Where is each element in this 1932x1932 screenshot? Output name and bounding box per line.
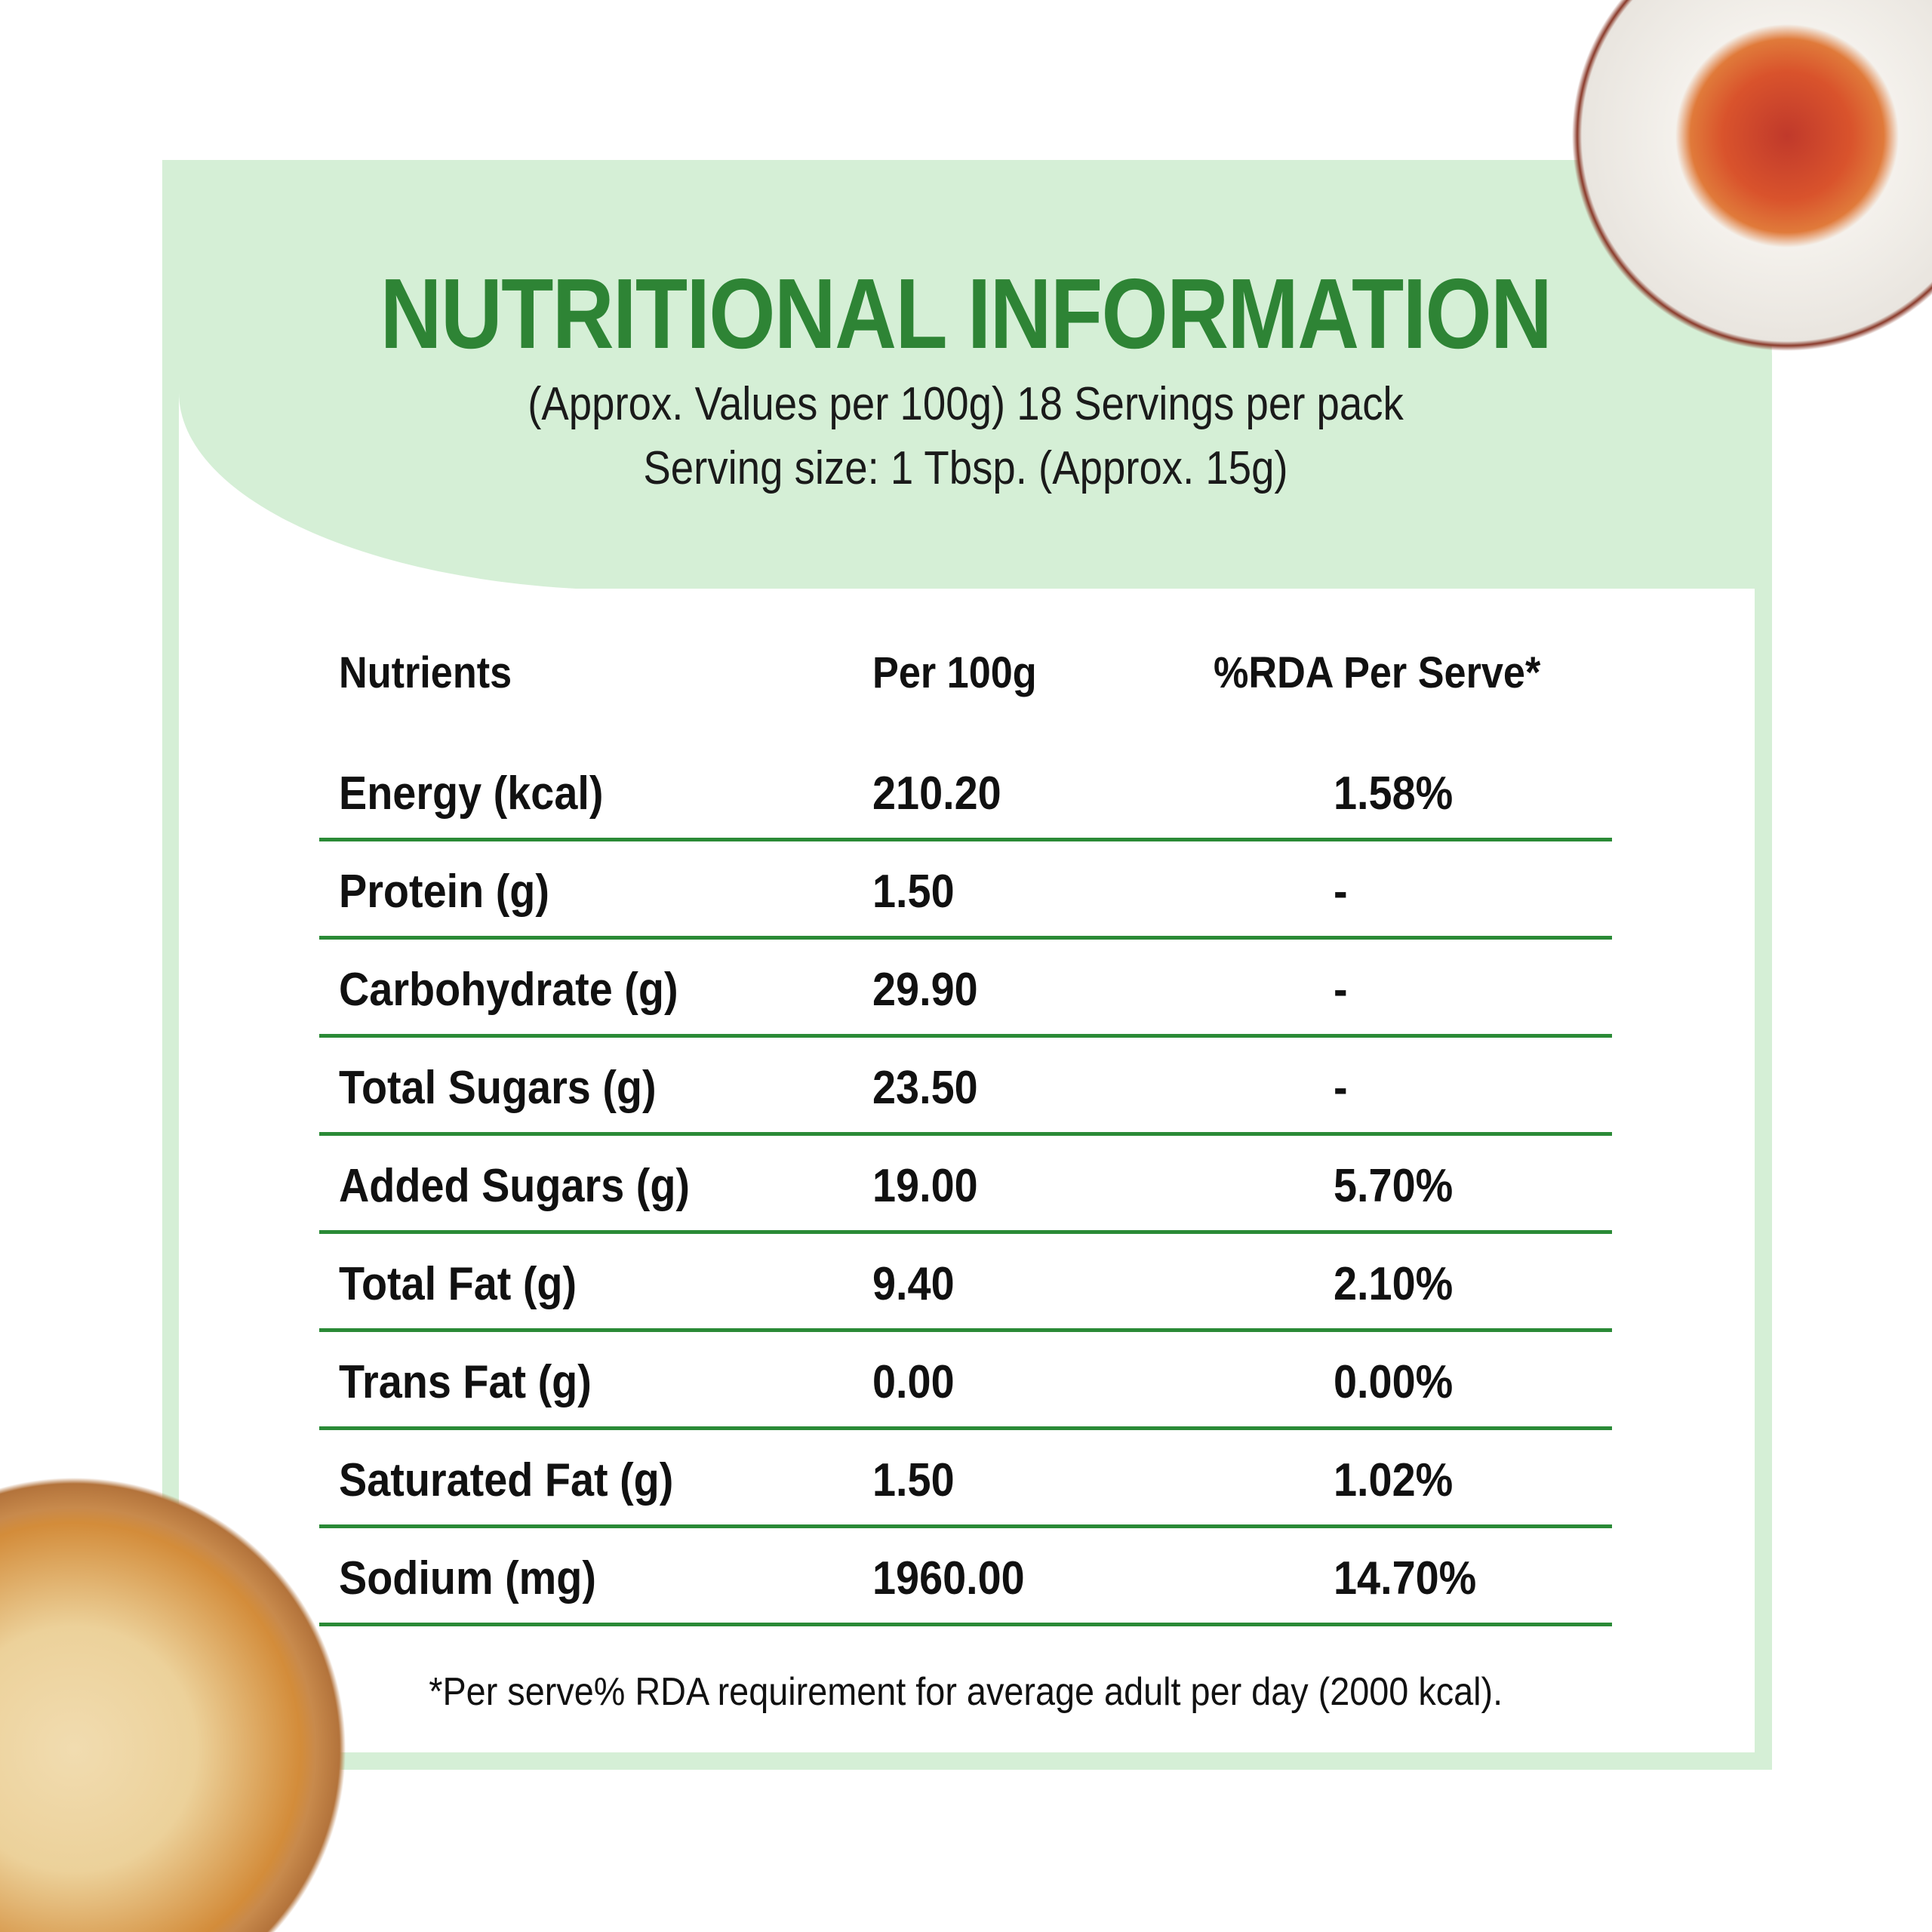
per-100g-value: 9.40 bbox=[872, 1258, 955, 1310]
nutrient-name: Saturated Fat (g) bbox=[339, 1454, 674, 1506]
nutrient-name: Total Sugars (g) bbox=[339, 1062, 657, 1114]
subtitle-serving: Serving size: 1 Tbsp. (Approx. 15g) bbox=[643, 442, 1288, 494]
per-100g-value: 1.50 bbox=[872, 1454, 955, 1506]
pizza-image bbox=[0, 1478, 347, 1932]
page-title: NUTRITIONAL INFORMATION bbox=[380, 258, 1552, 369]
rda-value: 1.58% bbox=[1334, 768, 1454, 820]
per-100g-value: 0.00 bbox=[872, 1356, 955, 1408]
table-row: Saturated Fat (g) 1.50 1.02% bbox=[319, 1426, 1612, 1528]
column-header-per100g: Per 100g bbox=[872, 648, 1037, 697]
per-100g-value: 23.50 bbox=[872, 1062, 978, 1114]
per-100g-value: 19.00 bbox=[872, 1160, 978, 1212]
subtitle-values: (Approx. Values per 100g) 18 Servings pe… bbox=[528, 378, 1404, 430]
column-header-nutrients: Nutrients bbox=[339, 648, 512, 697]
table-row: Carbohydrate (g) 29.90 - bbox=[319, 936, 1612, 1038]
nutrient-name: Carbohydrate (g) bbox=[339, 964, 678, 1016]
nutrient-name: Sodium (mg) bbox=[339, 1552, 596, 1604]
table-row: Total Fat (g) 9.40 2.10% bbox=[319, 1230, 1612, 1332]
rda-value: - bbox=[1334, 1062, 1348, 1114]
per-100g-value: 1960.00 bbox=[872, 1552, 1025, 1604]
per-100g-value: 1.50 bbox=[872, 866, 955, 918]
rda-value: 5.70% bbox=[1334, 1160, 1454, 1212]
rda-value: 1.02% bbox=[1334, 1454, 1454, 1506]
rda-value: 0.00% bbox=[1334, 1356, 1454, 1408]
nutrient-name: Energy (kcal) bbox=[339, 768, 604, 820]
table-row: Added Sugars (g) 19.00 5.70% bbox=[319, 1132, 1612, 1234]
rda-value: - bbox=[1334, 866, 1348, 918]
rda-value: 14.70% bbox=[1334, 1552, 1477, 1604]
rda-value: - bbox=[1334, 964, 1348, 1016]
table-row: Trans Fat (g) 0.00 0.00% bbox=[319, 1328, 1612, 1430]
column-header-rda: %RDA Per Serve* bbox=[1214, 648, 1541, 697]
nutrient-name: Added Sugars (g) bbox=[339, 1160, 691, 1212]
table-row: Total Sugars (g) 23.50 - bbox=[319, 1034, 1612, 1136]
footnote: *Per serve% RDA requirement for average … bbox=[429, 1670, 1503, 1714]
nutrient-name: Protein (g) bbox=[339, 866, 549, 918]
table-row: Protein (g) 1.50 - bbox=[319, 838, 1612, 940]
per-100g-value: 210.20 bbox=[872, 768, 1001, 820]
per-100g-value: 29.90 bbox=[872, 964, 978, 1016]
table-row: Energy (kcal) 210.20 1.58% bbox=[319, 740, 1612, 841]
table-card bbox=[179, 589, 1755, 1752]
pasta-plate-image bbox=[1572, 0, 1932, 351]
rda-value: 2.10% bbox=[1334, 1258, 1454, 1310]
nutrient-name: Trans Fat (g) bbox=[339, 1356, 592, 1408]
nutrient-name: Total Fat (g) bbox=[339, 1258, 577, 1310]
table-row: Sodium (mg) 1960.00 14.70% bbox=[319, 1524, 1612, 1626]
